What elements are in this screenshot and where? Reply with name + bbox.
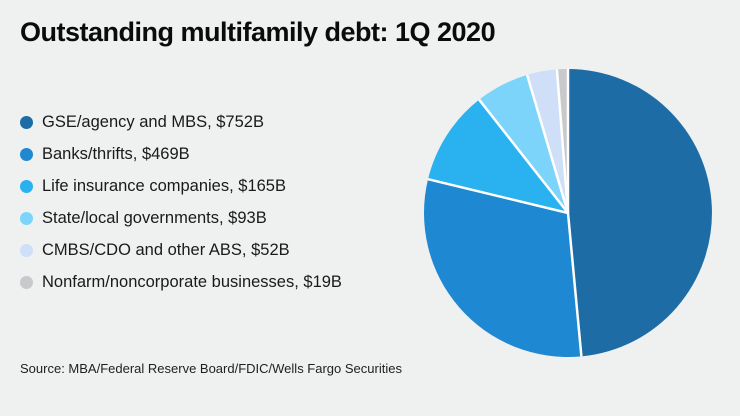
chart-legend: GSE/agency and MBS, $752B Banks/thrifts,… xyxy=(20,106,342,298)
pie-chart-svg xyxy=(424,69,712,357)
chart-title: Outstanding multifamily debt: 1Q 2020 xyxy=(20,17,496,47)
pie-slice-2 xyxy=(428,99,568,213)
legend-item-nonfarm: Nonfarm/noncorporate businesses, $19B xyxy=(20,266,342,298)
legend-item-cmbs: CMBS/CDO and other ABS, $52B xyxy=(20,234,342,266)
legend-item-banks: Banks/thrifts, $469B xyxy=(20,138,342,170)
legend-swatch-nonfarm xyxy=(20,275,33,289)
legend-label-gse: GSE/agency and MBS, $752B xyxy=(42,112,264,131)
pie-separator-4 xyxy=(525,74,570,214)
pie-separator-3 xyxy=(478,98,569,214)
legend-label-life-insurance: Life insurance companies, $165B xyxy=(42,176,286,195)
legend-swatch-gse xyxy=(20,115,33,129)
legend-item-life-insurance: Life insurance companies, $165B xyxy=(20,170,342,202)
pie-slice-0 xyxy=(568,69,712,357)
source-note: Source: MBA/Federal Reserve Board/FDIC/W… xyxy=(20,361,402,376)
legend-swatch-life-insurance xyxy=(20,179,33,193)
legend-label-cmbs: CMBS/CDO and other ABS, $52B xyxy=(42,240,290,259)
pie-separator-2 xyxy=(427,177,569,215)
legend-label-nonfarm: Nonfarm/noncorporate businesses, $19B xyxy=(42,272,342,291)
legend-label-state-local: State/local governments, $93B xyxy=(42,208,267,227)
pie-slice-1 xyxy=(424,179,582,357)
legend-item-gse: GSE/agency and MBS, $752B xyxy=(20,106,342,138)
pie-slice-3 xyxy=(479,74,568,213)
legend-swatch-state-local xyxy=(20,211,33,225)
legend-swatch-cmbs xyxy=(20,243,33,257)
pie-separator-1 xyxy=(566,212,583,357)
legend-swatch-banks xyxy=(20,147,33,161)
legend-label-banks: Banks/thrifts, $469B xyxy=(42,144,190,163)
legend-item-state-local: State/local governments, $93B xyxy=(20,202,342,234)
pie-separator-5 xyxy=(555,69,570,214)
